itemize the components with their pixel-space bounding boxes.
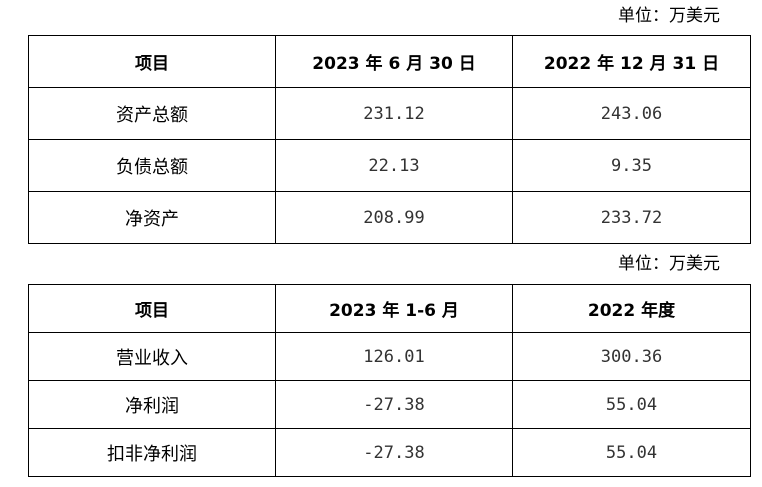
cell-value: 9.35 [512, 139, 751, 192]
cell-value: 233.72 [512, 191, 751, 244]
cell-value: -27.38 [275, 428, 513, 477]
table-header-row: 项目 2023 年 1-6 月 2022 年度 [28, 284, 751, 333]
table-row: 营业收入 126.01 300.36 [28, 332, 751, 381]
table-row: 净资产 208.99 233.72 [28, 191, 751, 244]
cell-value: 55.04 [512, 380, 751, 429]
row-label: 扣非净利润 [28, 428, 276, 477]
cell-value: 231.12 [275, 87, 513, 140]
cell-value: 300.36 [512, 332, 751, 381]
table-row: 负债总额 22.13 9.35 [28, 139, 751, 192]
unit-label: 单位：万美元 [618, 6, 720, 26]
row-label: 资产总额 [28, 87, 276, 140]
clipped-text-fragment [28, 481, 288, 487]
cell-value: 22.13 [275, 139, 513, 192]
row-label: 净利润 [28, 380, 276, 429]
table-row: 扣非净利润 -27.38 55.04 [28, 428, 751, 477]
column-header-period: 2022 年度 [512, 284, 751, 333]
table-header-row: 项目 2023 年 6 月 30 日 2022 年 12 月 31 日 [28, 35, 751, 88]
cell-value: 55.04 [512, 428, 751, 477]
column-header-period: 2022 年 12 月 31 日 [512, 35, 751, 88]
table-row: 净利润 -27.38 55.04 [28, 380, 751, 429]
income-statement-table: 项目 2023 年 1-6 月 2022 年度 营业收入 126.01 300.… [28, 284, 751, 477]
column-header-period: 2023 年 6 月 30 日 [275, 35, 513, 88]
balance-sheet-table: 项目 2023 年 6 月 30 日 2022 年 12 月 31 日 资产总额… [28, 35, 751, 244]
unit-label: 单位：万美元 [618, 254, 720, 274]
cell-value: -27.38 [275, 380, 513, 429]
row-label: 负债总额 [28, 139, 276, 192]
row-label: 营业收入 [28, 332, 276, 381]
table-row: 资产总额 231.12 243.06 [28, 87, 751, 140]
column-header-period: 2023 年 1-6 月 [275, 284, 513, 333]
cell-value: 243.06 [512, 87, 751, 140]
cell-value: 126.01 [275, 332, 513, 381]
column-header-item: 项目 [28, 35, 276, 88]
cell-value: 208.99 [275, 191, 513, 244]
column-header-item: 项目 [28, 284, 276, 333]
row-label: 净资产 [28, 191, 276, 244]
